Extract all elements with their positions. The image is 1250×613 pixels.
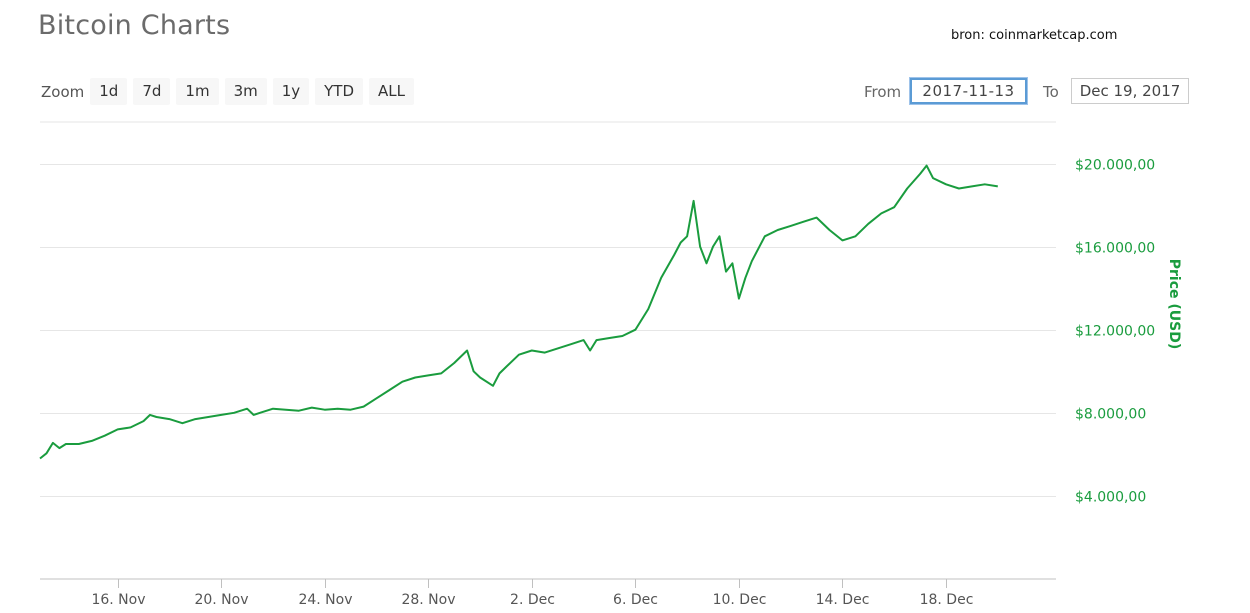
y-tick-label: $4.000,00 bbox=[1075, 490, 1146, 506]
x-axis: 16. Nov 20. Nov 24. Nov 28. Nov 2. Dec 6. Dec… bbox=[91, 579, 973, 608]
y-tick-label: $12.000,00 bbox=[1075, 324, 1155, 340]
range-from-input[interactable] bbox=[909, 77, 1028, 105]
y-tick-label: $20.000,00 bbox=[1075, 158, 1155, 174]
y-tick-label: $16.000,00 bbox=[1075, 241, 1155, 257]
zoom-bar: Zoom 1d 7d 1m 3m 1y YTD ALL bbox=[41, 78, 420, 105]
zoom-1m-button[interactable]: 1m bbox=[176, 78, 219, 105]
x-tick-label: 24. Nov bbox=[298, 592, 352, 608]
chart-grid bbox=[40, 121, 1056, 580]
zoom-ytd-button[interactable]: YTD bbox=[315, 78, 364, 105]
y-axis-label: Price (USD) bbox=[1166, 259, 1182, 350]
x-tick-label: 14. Dec bbox=[816, 592, 870, 608]
y-tick-label: $8.000,00 bbox=[1075, 407, 1146, 423]
x-tick-label: 10. Dec bbox=[713, 592, 767, 608]
y-axis: $4.000,00 $8.000,00 $12.000,00 $16.000,00 $2… bbox=[1075, 158, 1155, 506]
x-tick-label: 20. Nov bbox=[194, 592, 248, 608]
zoom-1d-button[interactable]: 1d bbox=[90, 78, 128, 105]
x-tick-label: 16. Nov bbox=[91, 592, 145, 608]
page-title: Bitcoin Charts bbox=[38, 10, 231, 41]
range-to-input[interactable] bbox=[1071, 78, 1189, 104]
zoom-3m-button[interactable]: 3m bbox=[224, 78, 267, 105]
range-to-label: To bbox=[1043, 82, 1059, 101]
zoom-7d-button[interactable]: 7d bbox=[133, 78, 171, 105]
zoom-all-button[interactable]: ALL bbox=[369, 78, 415, 105]
zoom-label: Zoom bbox=[41, 82, 85, 101]
price-series-line bbox=[39, 164, 998, 460]
zoom-1y-button[interactable]: 1y bbox=[272, 78, 310, 105]
x-tick-label: 2. Dec bbox=[510, 592, 555, 608]
x-tick-label: 28. Nov bbox=[401, 592, 455, 608]
x-tick-label: 6. Dec bbox=[613, 592, 658, 608]
source-note: bron: coinmarketcap.com bbox=[951, 28, 1118, 43]
range-from-label: From bbox=[864, 82, 902, 101]
x-tick-label: 18. Dec bbox=[920, 592, 974, 608]
